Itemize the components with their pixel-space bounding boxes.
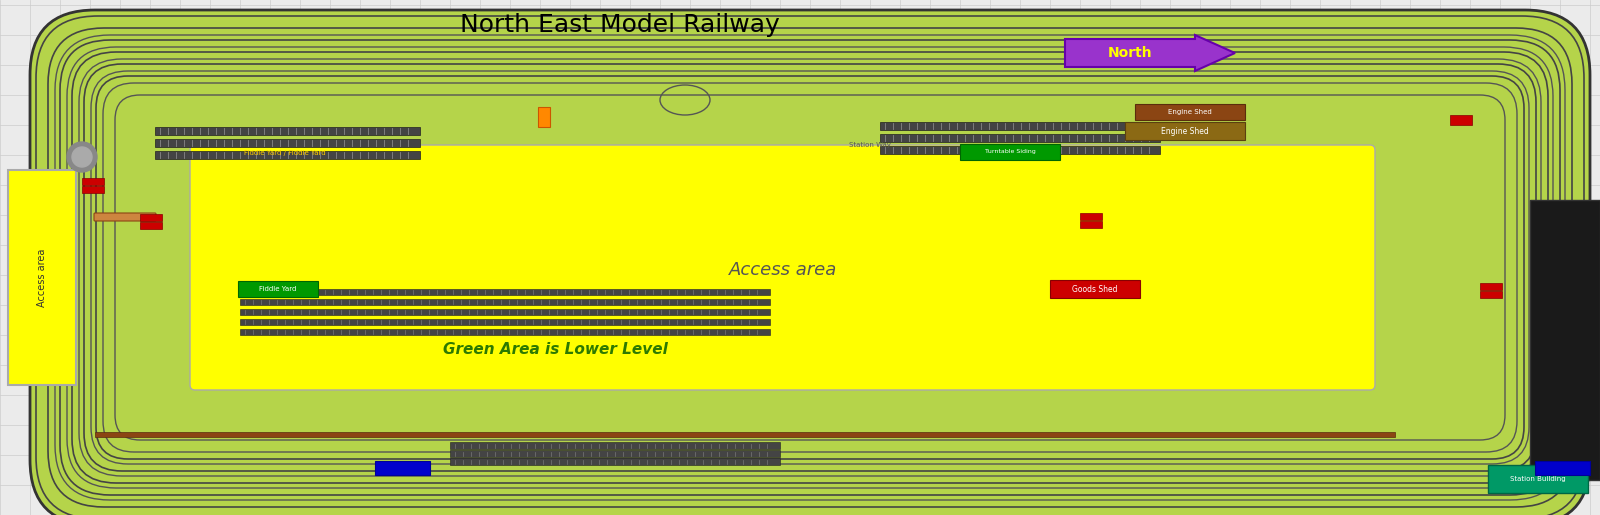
Bar — [960, 144, 1059, 160]
Text: Goods Shed: Goods Shed — [1072, 284, 1118, 294]
Bar — [240, 289, 770, 295]
Text: Station Way: Station Way — [850, 142, 891, 148]
Bar — [1530, 200, 1600, 480]
Bar — [8, 170, 77, 385]
Bar — [450, 442, 781, 449]
Text: Engine Shed: Engine Shed — [1168, 109, 1211, 115]
Bar — [1080, 213, 1102, 220]
Bar — [1480, 283, 1502, 290]
Bar — [240, 299, 770, 305]
Bar — [155, 139, 419, 147]
Circle shape — [72, 147, 93, 167]
Bar — [538, 107, 550, 127]
Bar — [1050, 280, 1139, 298]
Text: Turntable Siding: Turntable Siding — [984, 149, 1035, 154]
Bar — [155, 151, 419, 159]
Bar — [1134, 104, 1245, 120]
Bar — [374, 461, 430, 475]
Bar — [1534, 461, 1590, 475]
Text: Access area: Access area — [37, 249, 46, 307]
Bar — [240, 319, 770, 325]
Bar — [238, 281, 318, 297]
Text: North: North — [1107, 46, 1152, 60]
Bar — [1080, 221, 1102, 228]
FancyBboxPatch shape — [94, 213, 157, 221]
Bar — [155, 127, 419, 135]
Bar — [450, 450, 781, 457]
Bar — [450, 458, 781, 465]
Bar — [880, 146, 1160, 154]
Text: Green Area is Lower Level: Green Area is Lower Level — [443, 342, 667, 357]
Bar — [82, 178, 104, 185]
Bar — [880, 122, 1160, 130]
Bar — [1125, 122, 1245, 140]
FancyBboxPatch shape — [30, 10, 1590, 515]
Bar — [880, 134, 1160, 142]
FancyArrow shape — [1066, 35, 1235, 71]
Bar — [1488, 465, 1587, 493]
Bar — [240, 309, 770, 315]
Bar — [141, 222, 162, 229]
Bar — [1480, 291, 1502, 298]
Bar — [1450, 115, 1472, 125]
FancyBboxPatch shape — [190, 145, 1374, 390]
Bar — [94, 432, 1395, 437]
Circle shape — [67, 142, 98, 172]
Text: Station Building: Station Building — [1510, 476, 1566, 482]
Bar — [141, 214, 162, 221]
Bar — [240, 329, 770, 335]
Bar — [82, 186, 104, 193]
Text: Access area: Access area — [730, 261, 837, 279]
Text: North East Model Railway: North East Model Railway — [461, 13, 779, 37]
Text: Engine Shed: Engine Shed — [1162, 127, 1210, 135]
Text: Fiddle Yard / Fiddle Yard: Fiddle Yard / Fiddle Yard — [245, 150, 326, 156]
Text: Fiddle Yard: Fiddle Yard — [259, 286, 296, 292]
